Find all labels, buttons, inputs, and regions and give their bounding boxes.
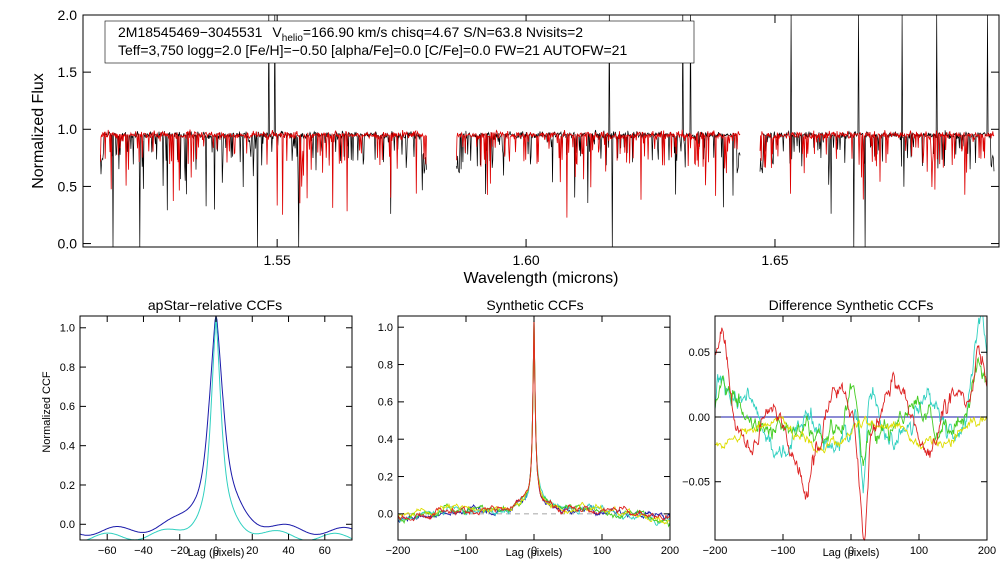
spectrum-model-line: [100, 129, 995, 218]
difference-ccf-title: Difference Synthetic CCFs: [769, 297, 934, 313]
y-tick-label: 0.0: [60, 519, 75, 531]
x-tick-label: 0: [531, 545, 537, 557]
difference-ccf-traces: [714, 315, 988, 542]
x-tick-label: 1.60: [512, 252, 539, 268]
difference-ccf-line-1: [714, 315, 988, 494]
x-tick-label: −60: [98, 545, 117, 557]
difference-ccf-line-2: [714, 356, 988, 466]
apstar-ccf-traces: [79, 315, 353, 541]
apstar-ccf-ylabel: Normalized CCF: [41, 371, 53, 453]
spectrum-axes-frame: [82, 14, 1000, 248]
difference-ccf-panel: Difference Synthetic CCFs −200 −100 0 100 20…: [682, 297, 996, 559]
synthetic-ccf-title: Synthetic CCFs: [486, 297, 583, 313]
apstar-ccf-title: apStar−relative CCFs: [148, 297, 282, 313]
y-tick-label: 1.0: [58, 121, 78, 137]
synthetic-ccf-xlabel: Lag (pixels): [506, 547, 563, 559]
x-tick-label: 60: [319, 545, 331, 557]
x-tick-label: 1.55: [264, 252, 291, 268]
star-id: 2M18545469−3045531: [118, 24, 263, 40]
y-tick-label: 0.0: [58, 235, 78, 251]
vhelio-rest: =166.90 km/s chisq=4.67 S/N=63.8 Nvisits…: [303, 24, 583, 40]
apstar-ccf-line-2: [80, 316, 353, 541]
y-tick-label: 0.4: [60, 441, 75, 453]
x-tick-label: −200: [386, 545, 411, 557]
vhelio-prefix: V: [272, 24, 282, 40]
difference-ccf-xlabel: Lag (pixels): [823, 547, 880, 559]
x-tick-label: 0: [213, 545, 219, 557]
apstar-ccf-ticks: −60 −40 −20 0 20 40 60 0.0 0.2 0.4 0.6 0.8 1.0: [60, 316, 352, 557]
y-tick-label: 0.4: [378, 434, 393, 446]
x-tick-label: −40: [134, 545, 153, 557]
synthetic-ccf-line-5: [397, 315, 671, 522]
x-tick-label: 200: [978, 545, 996, 557]
difference-ccf-ticks: −200 −100 0 100 200 −0.05 0.00 0.05: [682, 316, 996, 557]
y-tick-label: 2.0: [58, 7, 78, 23]
y-tick-label: 1.5: [58, 64, 78, 80]
x-tick-label: 20: [246, 545, 258, 557]
apstar-ccf-axes-frame: [79, 315, 353, 541]
spectrum-xlabel: Wavelength (microns): [463, 270, 618, 287]
x-tick-label: −100: [454, 545, 479, 557]
y-tick-label: 0.2: [60, 480, 75, 492]
spectrum-traces: [100, 14, 995, 248]
y-tick-label: −0.05: [682, 477, 710, 489]
spectrum-panel: 1.55 1.60 1.65 0.0 0.5 1.0 1.5 2.0 2M18545469−3…: [30, 7, 1000, 287]
annotation-box: [104, 20, 695, 64]
spectrum-ticks: 1.55 1.60 1.65 0.0 0.5 1.0 1.5 2.0: [58, 7, 999, 268]
x-tick-label: −20: [170, 545, 189, 557]
x-tick-label: 0: [848, 545, 854, 557]
difference-ccf-line-4: [714, 327, 988, 542]
y-tick-label: 0.6: [60, 401, 75, 413]
x-tick-label: 200: [661, 545, 679, 557]
y-tick-label: 1.0: [378, 322, 393, 334]
difference-ccf-axes-frame: [714, 315, 988, 541]
annotation-line-1: 2M18545469−3045531 Vhelio=166.90 km/s chi…: [118, 24, 583, 44]
y-tick-label: 0.00: [689, 412, 710, 424]
annotation-line-2: Teff=3,750 logg=2.0 [Fe/H]=−0.50 [alpha/…: [118, 42, 627, 58]
apstar-ccf-panel: apStar−relative CCFs −60 −40 −20 0 20 40 60 0.0…: [41, 297, 353, 559]
vhelio-subscript: helio: [282, 33, 304, 44]
y-tick-label: 0.8: [60, 362, 75, 374]
y-tick-label: 0.8: [378, 359, 393, 371]
spectrum-ylabel: Normalized Flux: [30, 73, 47, 189]
y-tick-label: 0.2: [378, 471, 393, 483]
x-tick-label: 100: [910, 545, 928, 557]
y-tick-label: 0.5: [58, 178, 78, 194]
x-tick-label: 40: [282, 545, 294, 557]
y-tick-label: 0.05: [689, 347, 710, 359]
apstar-ccf-xlabel: Lag (pixels): [188, 547, 245, 559]
synthetic-ccf-traces: [397, 315, 671, 528]
synthetic-ccf-panel: Synthetic CCFs −200 −100 0 100 200 0.0 0.2 0.4 0…: [378, 297, 679, 559]
x-tick-label: −200: [703, 545, 728, 557]
x-tick-label: 100: [593, 545, 611, 557]
x-tick-label: 1.65: [761, 252, 788, 268]
synthetic-ccf-ticks: −200 −100 0 100 200 0.0 0.2 0.4 0.6 0.8 1.0: [378, 316, 679, 557]
y-tick-label: 0.0: [378, 509, 393, 521]
y-tick-label: 0.6: [378, 397, 393, 409]
y-tick-label: 1.0: [60, 323, 75, 335]
x-tick-label: −100: [771, 545, 796, 557]
apstar-ccf-line-1: [79, 315, 353, 536]
